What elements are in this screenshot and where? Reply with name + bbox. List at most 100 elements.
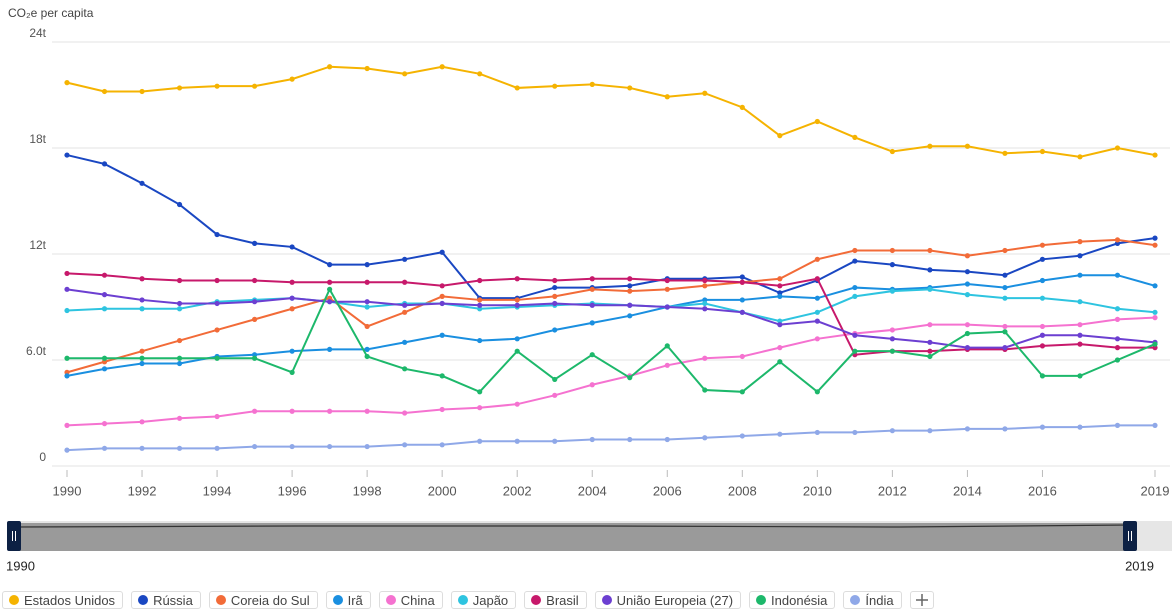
data-point <box>702 277 708 284</box>
data-point <box>439 249 445 255</box>
data-point <box>364 408 370 414</box>
legend-item[interactable]: Coreia do Sul <box>208 591 318 609</box>
series-line <box>66 274 1156 377</box>
data-point <box>477 71 483 77</box>
series-line <box>66 65 1156 158</box>
data-point <box>627 436 633 443</box>
data-point <box>627 283 633 289</box>
data-point <box>852 247 858 254</box>
data-point <box>702 435 708 441</box>
data-point <box>139 88 145 95</box>
x-tick-label: 2014 <box>953 483 982 498</box>
data-point <box>927 247 933 254</box>
series-line <box>67 287 1156 394</box>
data-point <box>1039 242 1046 248</box>
x-tick-label: 1996 <box>278 483 307 498</box>
data-point <box>664 362 670 368</box>
x-tick-label: 2008 <box>728 483 757 498</box>
data-point <box>777 276 783 282</box>
data-point <box>1114 306 1121 312</box>
data-point <box>889 148 895 155</box>
data-point <box>439 293 445 299</box>
data-point <box>552 277 558 284</box>
y-tick-label: 24t <box>29 26 46 40</box>
legend-item[interactable]: Irã <box>325 591 371 609</box>
legend-item[interactable]: Japão <box>450 591 517 609</box>
legend-swatch <box>531 595 542 605</box>
data-point <box>552 83 558 89</box>
data-point <box>889 247 895 254</box>
data-point <box>364 346 370 352</box>
legend-swatch <box>215 595 226 605</box>
data-point <box>927 428 933 434</box>
data-point <box>1039 343 1046 349</box>
data-point <box>64 270 70 277</box>
data-point <box>402 410 408 416</box>
data-point <box>1002 150 1008 156</box>
data-point <box>589 382 595 388</box>
data-point <box>1114 422 1121 428</box>
data-point <box>364 323 370 330</box>
legend-item[interactable]: Índia <box>843 591 902 609</box>
data-point <box>702 90 708 96</box>
y-tick-label: 0 <box>39 450 46 464</box>
data-point <box>852 258 858 264</box>
data-point <box>251 240 258 246</box>
slider-selection[interactable] <box>14 523 1130 551</box>
data-point <box>552 284 558 291</box>
data-point <box>739 309 745 315</box>
data-point <box>514 302 520 308</box>
x-tick-label: 2002 <box>503 483 532 498</box>
legend-item[interactable]: Estados Unidos <box>2 591 124 609</box>
data-point <box>214 300 220 307</box>
legend-item[interactable]: Brasil <box>524 591 587 609</box>
slider-handle-left[interactable] <box>7 521 21 551</box>
slider-handle-right[interactable] <box>1123 521 1137 551</box>
data-point <box>514 297 520 303</box>
data-point <box>251 316 258 322</box>
data-point <box>289 348 295 354</box>
data-point <box>777 359 783 365</box>
data-point <box>1039 277 1046 284</box>
data-point <box>889 327 895 333</box>
data-point <box>1152 152 1158 158</box>
data-point <box>889 288 895 294</box>
legend-label: Irã <box>347 592 363 608</box>
data-point <box>1114 145 1121 151</box>
data-point <box>589 286 595 292</box>
data-point <box>477 277 483 284</box>
data-point <box>889 428 895 434</box>
data-point <box>927 348 933 354</box>
x-tick-label: 1998 <box>353 483 382 498</box>
data-point <box>514 348 520 354</box>
x-tick-label: 1994 <box>203 483 232 498</box>
data-point <box>139 419 145 425</box>
data-point <box>214 327 220 333</box>
data-point <box>1077 239 1083 245</box>
legend-swatch <box>138 595 149 605</box>
data-point <box>964 322 971 328</box>
data-point <box>814 309 820 315</box>
legend-item[interactable]: China <box>378 591 443 609</box>
legend-item[interactable]: Rússia <box>131 591 201 609</box>
data-point <box>64 80 70 86</box>
data-point <box>327 64 333 70</box>
data-point <box>327 346 333 352</box>
data-point <box>777 283 783 289</box>
x-tick-label: 2016 <box>1028 483 1057 498</box>
data-point <box>1114 272 1121 278</box>
data-point <box>739 433 745 439</box>
y-tick-label: 18t <box>29 132 46 146</box>
data-point <box>289 369 295 375</box>
add-series-button[interactable] <box>909 591 934 609</box>
data-point <box>1002 284 1008 291</box>
legend-item[interactable]: Indonésia <box>749 591 836 609</box>
x-tick-label: 2010 <box>803 483 832 498</box>
data-point <box>1114 237 1121 243</box>
legend-item[interactable]: União Europeia (27) <box>594 591 742 609</box>
data-point <box>439 442 445 448</box>
data-point <box>589 352 595 358</box>
data-point <box>101 366 108 372</box>
data-point <box>139 355 145 361</box>
data-point <box>739 274 745 280</box>
